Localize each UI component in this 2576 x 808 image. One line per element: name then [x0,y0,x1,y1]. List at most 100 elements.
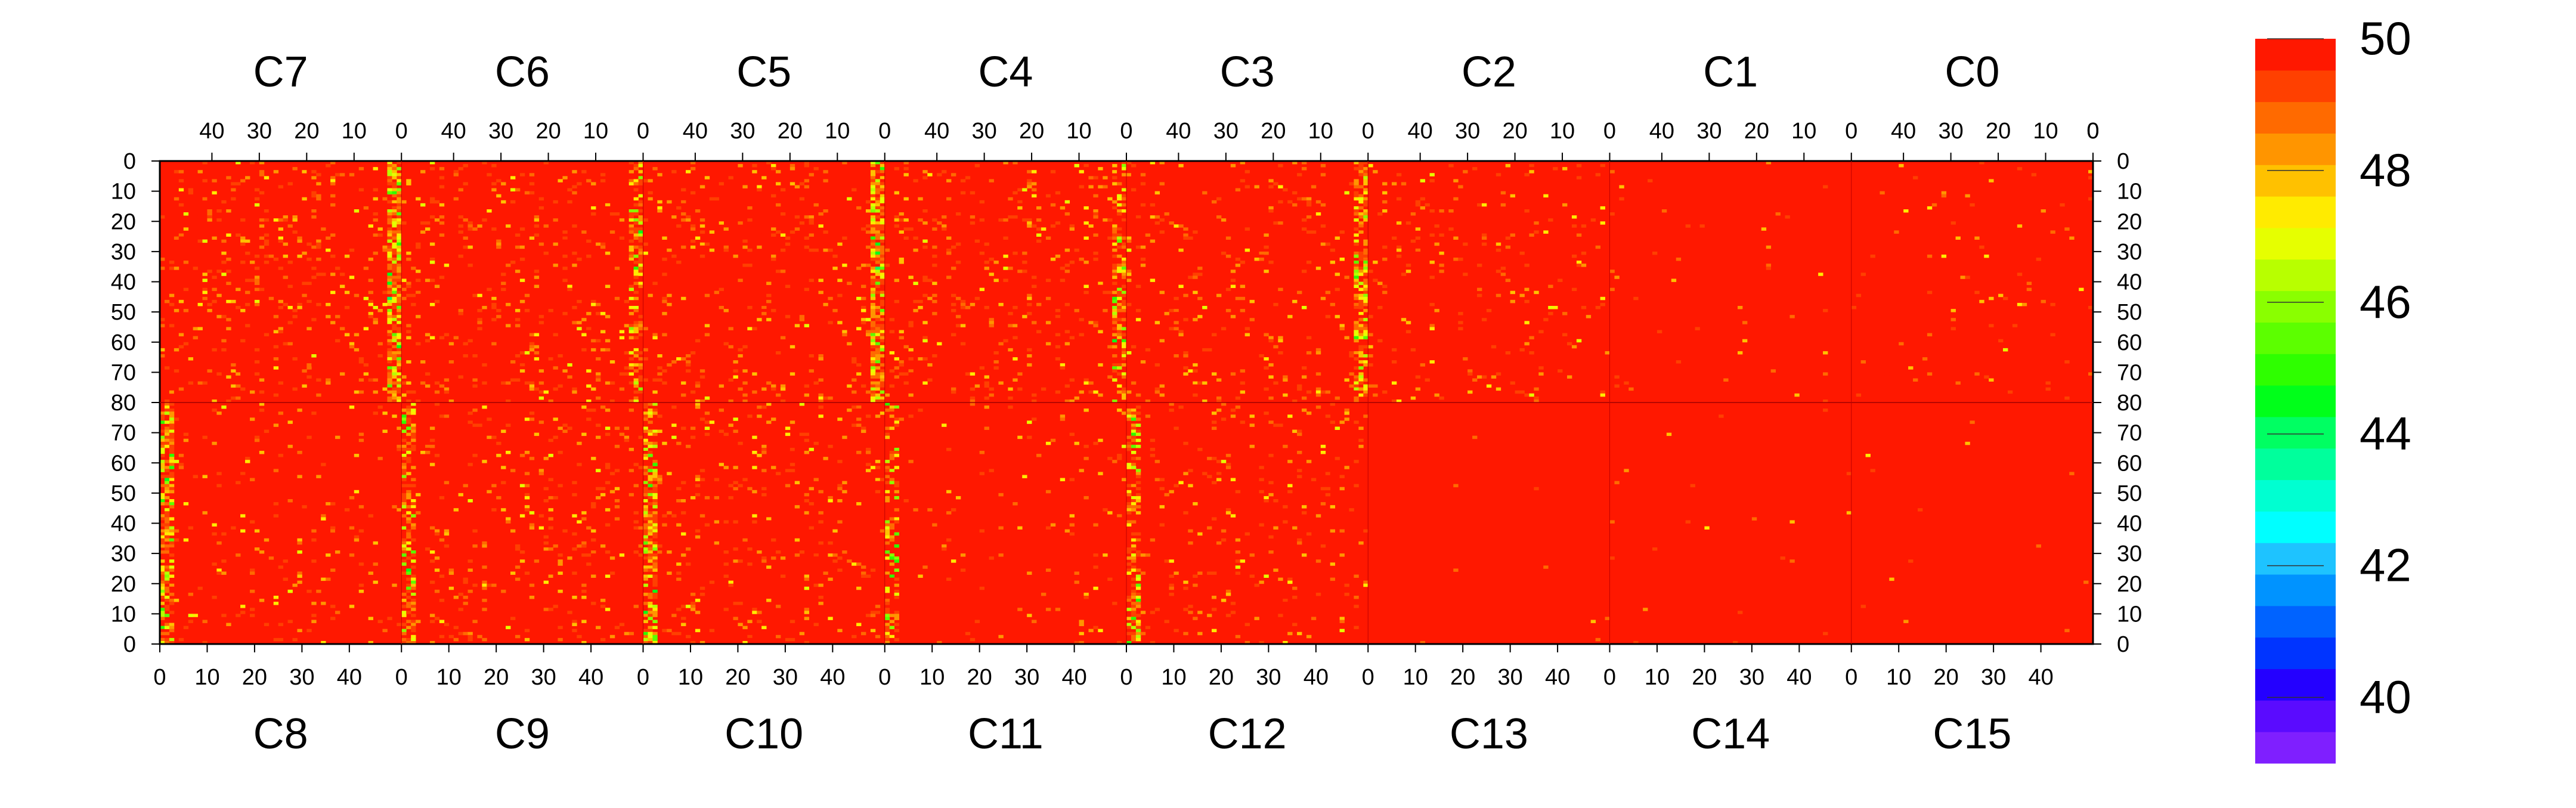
heatmap-cell [349,526,355,530]
heatmap-cell [368,315,373,318]
heatmap-cell [942,544,947,548]
heatmap-cell [1320,203,1326,207]
heatmap-cell [416,511,421,515]
heatmap-cell [1335,287,1340,292]
heatmap-cell [965,631,971,636]
heatmap-cell [946,251,952,255]
heatmap-cell [1126,390,1132,394]
heatmap-cell [780,233,786,237]
heatmap-cell [794,351,800,355]
heatmap-cell [1519,390,1525,394]
heatmap-cell [264,176,270,179]
heatmap-cell [1405,330,1411,333]
heatmap-cell [2050,333,2055,337]
heatmap-cell [1548,306,1553,309]
heatmap-cell [1069,336,1075,340]
heatmap-cell [1122,351,1127,355]
heatmap-cell [709,420,715,424]
heatmap-cell [652,631,658,636]
heatmap-cell [1581,264,1587,267]
heatmap-cell [164,411,170,415]
heatmap-cell [397,390,402,394]
heatmap-cell [1358,254,1364,258]
heatmap-cell [1216,478,1222,482]
heatmap-cell [870,176,876,179]
heatmap-cell [411,532,416,536]
heatmap-cell [197,302,203,307]
heatmap-cell [411,408,416,412]
heatmap-cell [572,444,577,448]
heatmap-cell [1368,164,1373,168]
heatmap-cell [652,640,658,645]
heatmap-cell [875,384,881,388]
heatmap-cell [1363,167,1368,171]
heatmap-cell [306,170,312,174]
heatmap-cell [1126,599,1132,602]
heatmap-cell [216,270,222,273]
heatmap-cell [652,634,658,639]
heatmap-cell [487,538,492,542]
heatmap-cell [406,505,411,509]
heatmap-cell [852,423,857,427]
heatmap-cell [856,405,862,409]
heatmap-cell [572,493,577,497]
heatmap-cell [392,302,397,307]
heatmap-cell [1358,336,1364,340]
heatmap-cell [439,574,445,578]
heatmap-cell [1273,568,1278,572]
heatmap-cell [344,306,350,309]
heatmap-cell [491,583,497,587]
heatmap-cell [1135,568,1141,572]
heatmap-cell [164,405,170,409]
heatmap-cell [188,614,194,617]
heatmap-cell [695,381,701,385]
heatmap-cell [392,170,397,174]
heatmap-cell [392,293,397,298]
heatmap-cell [1135,620,1141,623]
heatmap-cell [1998,227,2004,231]
heatmap-cell [1391,348,1397,352]
heatmap-cell [572,629,577,633]
heatmap-cell [1013,215,1018,219]
heatmap-cell [643,556,648,560]
heatmap-cell [1358,324,1364,327]
heatmap-cell [761,559,767,563]
heatmap-cell [870,327,876,330]
heatmap-cell [1230,514,1236,518]
heatmap-cell [970,191,976,195]
heatmap-cell [292,309,298,312]
heatmap-cell [1302,161,1307,165]
heatmap-cell [1159,230,1165,234]
heatmap-cell [591,212,596,216]
heatmap-cell [515,547,521,551]
heatmap-cell [638,366,643,370]
heatmap-cell [197,327,203,330]
heatmap-cell [1899,164,1904,168]
heatmap-cell [553,230,558,234]
heatmap-cell [1259,254,1264,258]
heatmap-cell [1117,194,1122,198]
heatmap-cell [932,299,937,304]
heatmap-cell [558,637,563,642]
heatmap-cell [804,451,810,454]
heatmap-cell [439,203,445,207]
heatmap-cell [875,351,881,355]
heatmap-cell [889,454,895,457]
heatmap-cell [1022,270,1027,273]
heatmap-cell [534,432,540,436]
heatmap-cell [1117,457,1122,460]
heatmap-cell [581,640,587,645]
heatmap-cell [686,215,691,219]
heatmap-cell [628,296,634,301]
heatmap-cell [558,553,563,557]
heatmap-cell [278,327,283,330]
heatmap-cell [828,396,833,400]
heatmap-cell [809,526,814,530]
heatmap-cell [657,354,662,358]
heatmap-cell [411,502,416,506]
heatmap-cell [401,438,407,442]
heatmap-cell [870,309,876,312]
heatmap-cell [1548,327,1553,330]
heatmap-cell [363,267,369,270]
heatmap-cell [1363,218,1368,222]
